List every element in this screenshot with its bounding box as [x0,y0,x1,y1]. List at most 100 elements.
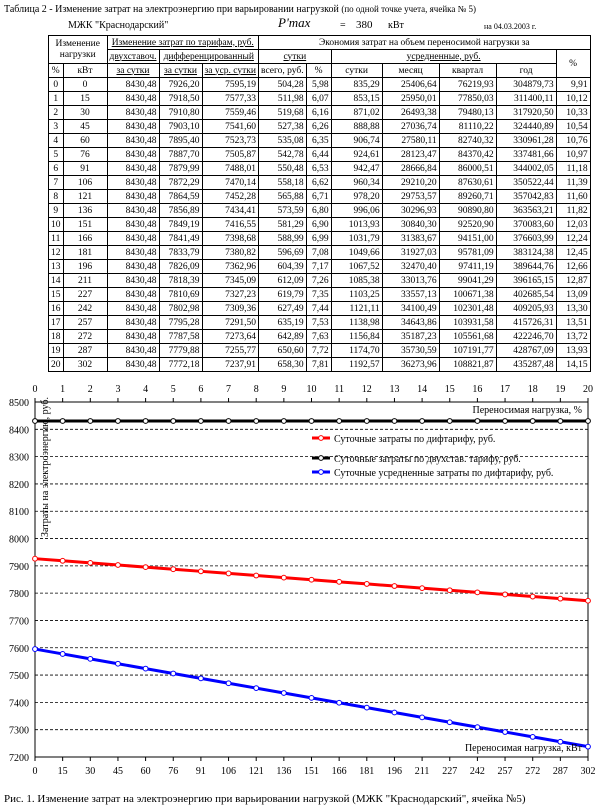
y-tick-label: 7300 [9,726,29,737]
table-cell: 596,69 [258,245,307,260]
table-cell: 7416,55 [201,217,260,232]
table-cell: 1121,11 [330,301,383,316]
data-point [419,714,426,721]
data-point [363,704,370,711]
table-cell: 5,98 [305,77,332,92]
table-cell: 7488,01 [201,161,260,176]
x-top-tick-label: 13 [389,384,399,395]
table-cell: 7291,50 [201,315,260,330]
table-cell: 10,33 [555,105,591,120]
pmax-eq: = [340,20,346,31]
table-cell: 36273,96 [381,357,440,372]
header-pct: % [48,63,64,78]
table-cell: 94151,00 [438,231,497,246]
table-cell: 13,93 [555,343,591,358]
table-cell: 7327,23 [201,287,260,302]
data-point [391,418,398,424]
table-cell: 8430,48 [106,245,160,260]
data-point [198,675,204,682]
table-cell: 7879,99 [158,161,203,176]
table-cell: 84370,42 [438,147,497,162]
data-point [198,568,204,575]
table-cell: 82740,32 [438,133,497,148]
table-row: 8 121 8430,48 7864,59 7452,28 565,88 6,71 978,2… [48,189,591,204]
table-cell: 619,79 [258,287,307,302]
table-cell: 324440,89 [495,119,557,134]
table-cell: 151 [62,217,108,232]
table-cell: 30840,30 [381,217,440,232]
data-point [557,418,564,424]
table-cell: 7903,10 [158,119,203,134]
table-cell: 76 [62,147,108,162]
table-cell: 7,35 [305,287,332,302]
table-cell: 6,16 [305,105,332,120]
y-tick-label: 8300 [9,453,29,464]
x-top-tick-label: 1 [60,384,65,395]
table-cell: 658,30 [258,357,307,372]
data-point [391,709,398,716]
table-cell: 7,81 [305,357,332,372]
header-diff: дифференцированный [158,49,260,64]
y-tick-label: 8200 [9,480,29,491]
x-tick-label: 76 [168,766,178,777]
x-tick-label: 136 [276,766,291,777]
header-kw: кВт [62,63,108,78]
table-cell: 11,82 [555,203,591,218]
table-cell: 13,72 [555,329,591,344]
table-cell: 211 [62,273,108,288]
table-cell: 7772,18 [158,357,203,372]
table-row: 17 257 8430,48 7795,28 7291,50 635,19 7,53 1138… [48,315,591,330]
table-cell: 7255,77 [201,343,260,358]
x-top-tick-label: 10 [307,384,317,395]
table-cell: 89260,71 [438,189,497,204]
figure-caption: Рис. 1. Изменение затрат на электроэнерг… [4,793,526,805]
table-cell: 35730,59 [381,343,440,358]
table-cell: 4 [48,133,64,148]
table-cell: 635,19 [258,315,307,330]
data-point [308,418,315,424]
table-cell: 11,60 [555,189,591,204]
table-row: 1 15 8430,48 7918,50 7577,33 511,98 6,07 853,15… [48,91,591,106]
table-cell: 10 [48,217,64,232]
data-point [529,418,536,424]
table-cell: 7309,36 [201,301,260,316]
x-tick-label: 91 [196,766,206,777]
table-row: 11 166 8430,48 7841,49 7398,68 588,99 6,99 1031… [48,231,591,246]
header-pct3: % [555,49,591,78]
table-cell: 8430,48 [106,119,160,134]
table-cell: 376603,99 [495,231,557,246]
table-cell: 565,88 [258,189,307,204]
table-cell: 103931,58 [438,315,497,330]
data-point [446,587,453,594]
table-row: 9 136 8430,48 7856,89 7434,41 573,59 6,80 996,0… [48,203,591,218]
table-cell: 8430,48 [106,273,160,288]
table-cell: 8430,48 [106,133,160,148]
header-total-rub: всего, руб. [258,63,307,78]
table-cell: 32470,40 [381,259,440,274]
table-cell: 519,68 [258,105,307,120]
x-top-tick-label: 12 [362,384,372,395]
table-cell: 428767,09 [495,343,557,358]
table-cell: 6,62 [305,175,332,190]
table-cell: 14 [48,273,64,288]
table-cell: 7872,29 [158,175,203,190]
x-top-tick-label: 19 [555,384,565,395]
table-cell: 7833,79 [158,245,203,260]
data-point [142,665,149,672]
header-sutki: сутки [258,49,332,64]
table-cell: 19 [48,343,64,358]
x-top-tick-label: 15 [445,384,455,395]
legend-marker [318,469,324,475]
table-cell: 7434,41 [201,203,260,218]
table-cell: 12,87 [555,273,591,288]
table-cell: 550,48 [258,161,307,176]
table-cell: 8430,48 [106,105,160,120]
table-cell: 7577,33 [201,91,260,106]
table-cell: 17 [48,315,64,330]
table-cell: 7864,59 [158,189,203,204]
x-tick-label: 287 [553,766,568,777]
table-cell: 5 [48,147,64,162]
table-row: 15 227 8430,48 7810,69 7327,23 619,79 7,35 1103… [48,287,591,302]
table-cell: 196 [62,259,108,274]
table-cell: 581,29 [258,217,307,232]
